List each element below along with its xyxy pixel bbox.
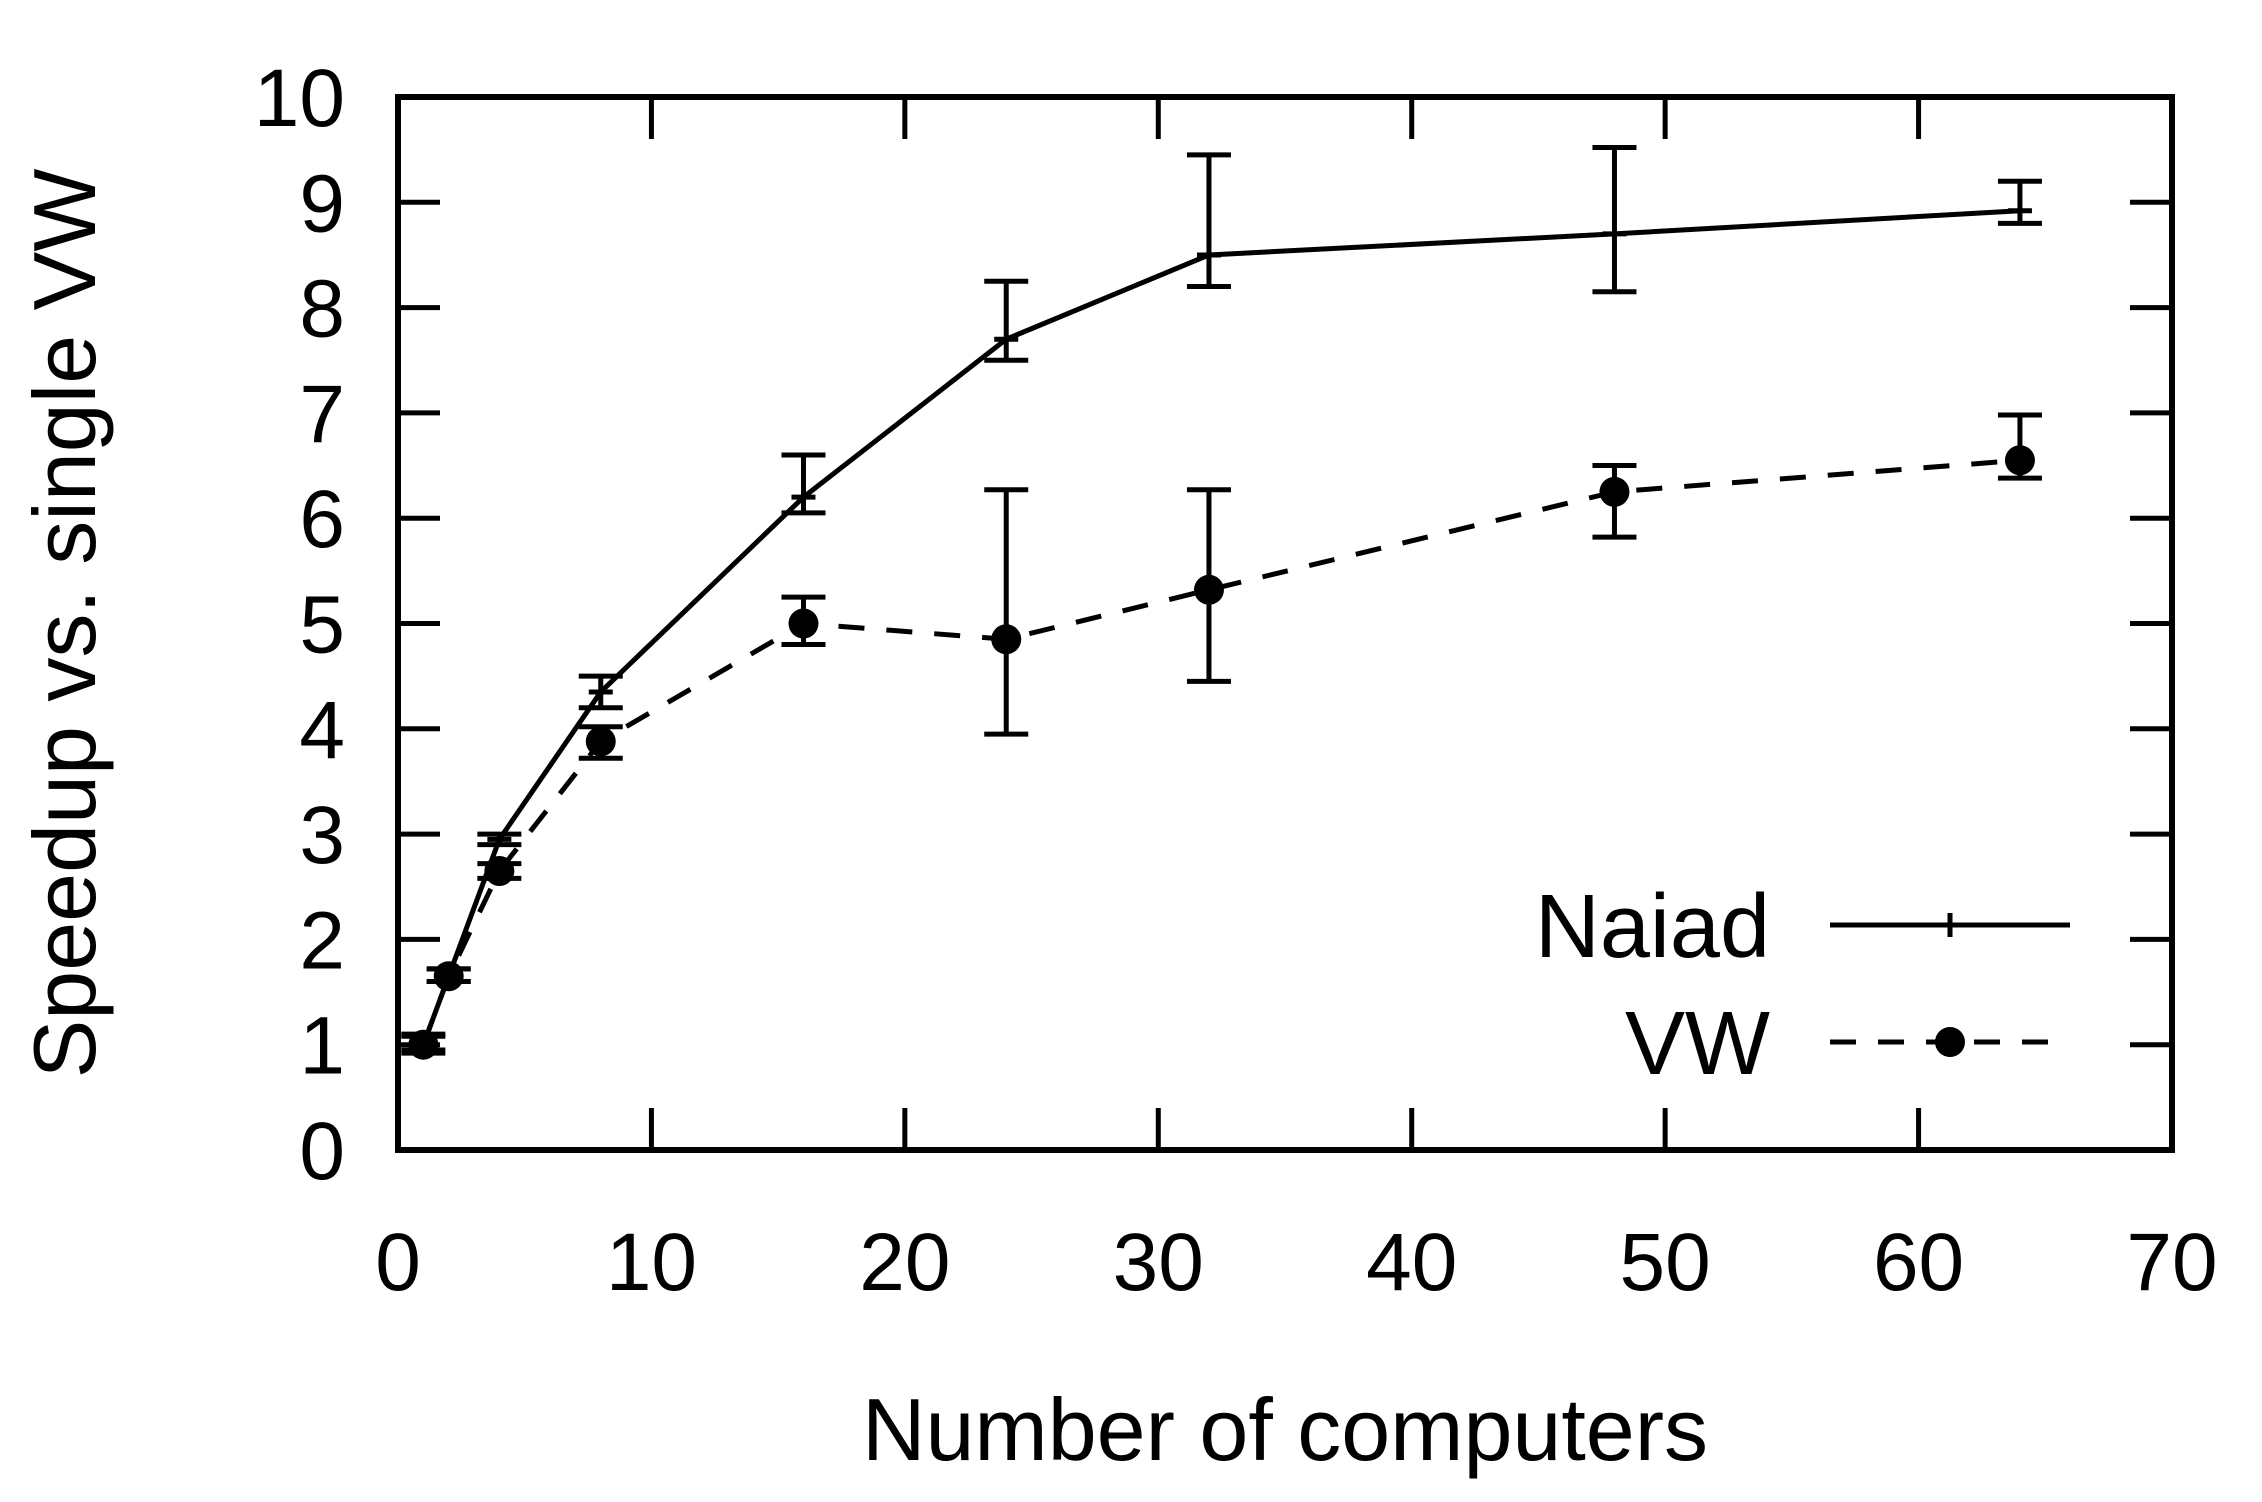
series-naiad	[401, 145, 2042, 1053]
series-vw	[401, 412, 2042, 1060]
y-tick-label: 8	[299, 264, 345, 355]
error-bar	[1186, 152, 1231, 290]
y-tick-label: 0	[299, 1106, 345, 1197]
x-tick-label: 40	[1366, 1217, 1457, 1308]
plot-frame	[395, 94, 2175, 1153]
y-tick-label: 3	[299, 790, 345, 881]
data-point	[788, 608, 819, 639]
error-bar	[984, 278, 1029, 363]
axis-ticks	[395, 94, 2175, 1153]
x-tick-labels: 0 10 20 30 40 50 60 70	[375, 1217, 2217, 1308]
x-tick-label: 0	[375, 1217, 421, 1308]
legend-label-vw: VW	[1625, 994, 1770, 1094]
legend-label-naiad: Naiad	[1535, 877, 1770, 977]
data-point	[585, 726, 616, 757]
series-line	[420, 208, 2021, 1046]
legend: Naiad VW	[1535, 877, 2070, 1094]
data-point	[484, 855, 515, 886]
x-axis-title: Number of computers	[862, 1380, 1708, 1479]
legend-sample-naiad	[1830, 913, 2070, 937]
y-tick-label: 1	[299, 1001, 345, 1092]
data-point	[433, 961, 464, 992]
legend-sample-vw	[1830, 1027, 2070, 1057]
legend-marker	[1935, 1027, 1965, 1057]
data-point	[991, 624, 1022, 655]
y-tick-label: 4	[299, 685, 345, 776]
y-tick-label: 7	[299, 369, 345, 460]
data-point	[1599, 476, 1630, 507]
x-tick-label: 60	[1873, 1217, 1964, 1308]
error-bar	[984, 487, 1029, 737]
error-bar	[1997, 178, 2042, 226]
data-point	[2004, 445, 2035, 476]
x-tick-label: 30	[1113, 1217, 1204, 1308]
y-tick-label: 9	[299, 158, 345, 249]
y-tick-label: 5	[299, 580, 345, 671]
data-point	[1193, 574, 1224, 605]
y-axis-title: Speedup vs. single VW	[15, 169, 114, 1079]
x-tick-label: 70	[2126, 1217, 2217, 1308]
y-tick-label: 6	[299, 474, 345, 565]
series-line	[420, 457, 2021, 1046]
x-tick-label: 10	[606, 1217, 697, 1308]
error-bar	[781, 452, 826, 516]
x-tick-label: 20	[859, 1217, 950, 1308]
y-tick-label: 10	[254, 53, 345, 144]
y-tick-labels: 0 1 2 3 4 5 6 7 8 9 10	[254, 53, 345, 1197]
x-tick-label: 50	[1620, 1217, 1711, 1308]
error-bar	[1592, 145, 1637, 295]
series-layer	[401, 145, 2042, 1060]
data-point	[408, 1029, 439, 1060]
y-tick-label: 2	[299, 895, 345, 986]
